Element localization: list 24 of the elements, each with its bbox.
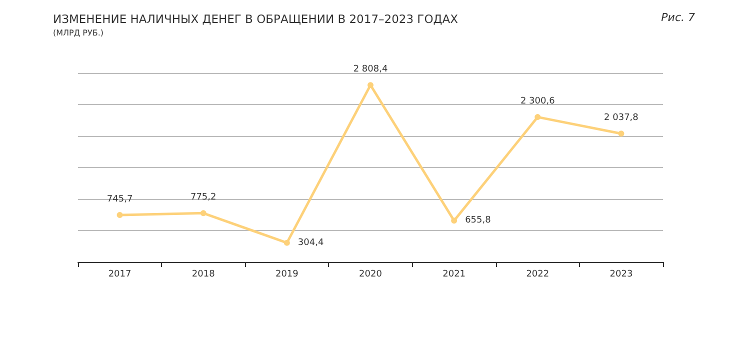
x-tick-label: 2021 bbox=[442, 270, 466, 280]
point bbox=[451, 218, 458, 224]
point bbox=[284, 240, 290, 246]
x-tick-label: 2018 bbox=[192, 270, 216, 280]
chart-subtitle: (МЛРД РУБ.) bbox=[53, 28, 104, 38]
x-tick-label: 2023 bbox=[610, 270, 633, 280]
point bbox=[368, 82, 374, 88]
data-label: 304,4 bbox=[298, 238, 324, 248]
data-label: 775,2 bbox=[190, 192, 216, 203]
x-tick-label: 2020 bbox=[359, 270, 382, 280]
data-label: 2 037,8 bbox=[604, 113, 639, 124]
point bbox=[200, 210, 206, 216]
point bbox=[534, 114, 541, 120]
data-label: 745,7 bbox=[106, 194, 133, 205]
data-label: 2 808,4 bbox=[353, 64, 388, 75]
x-tick-label: 2022 bbox=[526, 270, 550, 280]
x-tick-label: 2017 bbox=[108, 270, 132, 280]
data-label: 655,8 bbox=[465, 216, 492, 226]
x-tick-label: 2019 bbox=[275, 270, 299, 280]
text: Рис. 7 bbox=[661, 11, 696, 24]
point bbox=[116, 212, 123, 218]
chart-title: ИЗМЕНЕНИЕ НАЛИЧНЫХ ДЕНЕГ В ОБРАЩЕНИИ В 2017–2023 ГОДАХ bbox=[53, 12, 458, 26]
data-label: 2 300,6 bbox=[520, 96, 556, 107]
point bbox=[618, 130, 624, 137]
